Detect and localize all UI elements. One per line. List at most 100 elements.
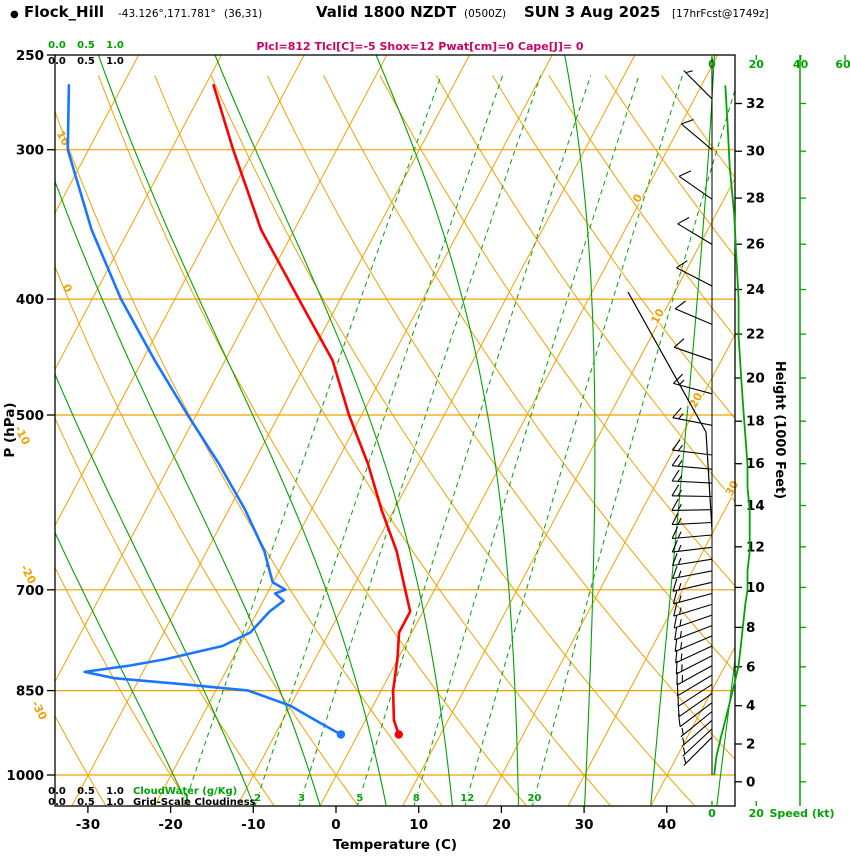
- svg-text:1.0: 1.0: [106, 786, 124, 797]
- temperature-axis-title: Temperature (C): [333, 837, 457, 853]
- svg-text:16: 16: [746, 456, 765, 472]
- isobar-lines: [55, 149, 735, 776]
- cloudwater-scale-bottom: 0.0 0.5 1.0 CloudWater (g/Kg): [48, 786, 237, 797]
- mixing-ratio-lines: [183, 75, 735, 806]
- cloudwater-scale-top: 0.0 0.5 1.0: [48, 40, 124, 51]
- temperature-curve: [212, 84, 412, 736]
- svg-text:24: 24: [746, 282, 765, 298]
- svg-text:6: 6: [746, 659, 755, 675]
- station-name: Flock_Hill: [24, 3, 105, 21]
- svg-text:1.0: 1.0: [106, 797, 124, 808]
- svg-text:-10: -10: [241, 817, 265, 833]
- svg-text:10: 10: [54, 129, 73, 149]
- params-line: Plcl=812 Tlcl[C]=-5 Shox=12 Pwat[cm]=0 C…: [256, 40, 584, 53]
- svg-text:30: 30: [723, 478, 742, 498]
- gridlines-layer: [55, 55, 735, 806]
- svg-text:0: 0: [746, 774, 755, 790]
- svg-text:4: 4: [746, 698, 755, 714]
- surface-dewpoint-dot: [336, 730, 346, 739]
- svg-text:0.5: 0.5: [77, 40, 95, 51]
- svg-text:1.0: 1.0: [106, 56, 124, 67]
- surface-temp-dot: [394, 730, 403, 739]
- upper-wind-marker-line: [627, 291, 713, 531]
- svg-text:0.0: 0.0: [48, 40, 66, 51]
- svg-text:26: 26: [746, 237, 765, 253]
- speed-axis: 0 20 40 60 0 20 Speed (kt): [708, 55, 850, 820]
- svg-text:0: 0: [708, 807, 716, 820]
- svg-text:20: 20: [749, 807, 765, 820]
- svg-text:300: 300: [16, 143, 44, 159]
- svg-text:30: 30: [746, 144, 765, 160]
- svg-text:18: 18: [746, 414, 765, 430]
- svg-text:20: 20: [492, 817, 511, 833]
- grid-point: (36,31): [224, 8, 263, 20]
- height-axis-title: Height (1000 Feet): [772, 361, 787, 499]
- svg-text:0.5: 0.5: [77, 797, 95, 808]
- svg-text:10: 10: [746, 580, 765, 596]
- dry-adiabat-labels: 100-10-20-30: [12, 129, 75, 723]
- svg-text:20: 20: [749, 58, 765, 71]
- valid-time: Valid 1800 NZDT: [316, 3, 457, 21]
- speed-profile-line: [713, 85, 751, 776]
- pressure-axis-title: P (hPa): [2, 402, 18, 457]
- svg-text:1.0: 1.0: [106, 40, 124, 51]
- pressure-axis: 250 300 400 500 700 850 1000: [6, 48, 55, 784]
- svg-text:1: 1: [183, 793, 190, 804]
- valid-utc: (0500Z): [464, 8, 507, 20]
- svg-text:0.0: 0.0: [48, 797, 66, 808]
- svg-text:400: 400: [16, 292, 44, 308]
- svg-text:700: 700: [16, 583, 44, 599]
- svg-text:40: 40: [793, 58, 809, 71]
- svg-text:14: 14: [746, 498, 765, 514]
- dewpoint-curve: [66, 84, 343, 736]
- svg-text:8: 8: [413, 793, 420, 804]
- svg-text:-30: -30: [29, 699, 50, 723]
- svg-text:-30: -30: [76, 817, 100, 833]
- svg-text:-20: -20: [158, 817, 182, 833]
- svg-text:0: 0: [630, 192, 645, 205]
- cloudiness-scale-top: 0.0 0.5 1.0: [48, 56, 124, 67]
- svg-text:10: 10: [409, 817, 428, 833]
- plot-border: [54, 54, 736, 807]
- mixing-ratio-labels: 1 2 3 5 8 12 20: [182, 792, 543, 806]
- svg-text:32: 32: [746, 96, 765, 112]
- svg-text:2: 2: [746, 737, 755, 753]
- svg-text:22: 22: [746, 327, 765, 343]
- svg-text:60: 60: [835, 58, 850, 71]
- dry-adiabat-lines: [55, 75, 735, 806]
- svg-text:30: 30: [575, 817, 594, 833]
- svg-text:40: 40: [657, 817, 676, 833]
- wind-barbs: [671, 70, 713, 766]
- valid-date: SUN 3 Aug 2025: [524, 3, 661, 21]
- svg-text:0.5: 0.5: [77, 786, 95, 797]
- svg-text:500: 500: [16, 408, 44, 424]
- speed-axis-title: Speed (kt): [769, 807, 834, 820]
- station-bullet-icon: ●: [10, 9, 19, 20]
- svg-text:28: 28: [746, 191, 765, 207]
- svg-text:0.0: 0.0: [48, 56, 66, 67]
- svg-text:12: 12: [746, 539, 765, 555]
- forecast-info: [17hrFcst@1749z]: [672, 8, 769, 20]
- svg-text:20: 20: [527, 793, 541, 804]
- station-coords: -43.126°,171.781°: [118, 8, 216, 20]
- svg-text:250: 250: [16, 48, 44, 64]
- svg-text:10: 10: [648, 306, 667, 326]
- svg-text:12: 12: [460, 793, 474, 804]
- isotherm-lines: [55, 55, 735, 806]
- svg-text:3: 3: [298, 793, 305, 804]
- svg-text:0.0: 0.0: [48, 786, 66, 797]
- svg-text:20: 20: [746, 371, 765, 387]
- moist-adiabat-lines: [55, 55, 735, 806]
- cloudwater-axis-title: CloudWater (g/Kg): [133, 786, 237, 797]
- svg-text:0: 0: [331, 817, 340, 833]
- svg-text:2: 2: [254, 793, 261, 804]
- svg-text:850: 850: [16, 684, 44, 700]
- svg-text:5: 5: [356, 793, 363, 804]
- temperature-axis: -30 -20 -10 0 10 20 30 40: [76, 806, 676, 833]
- cloudiness-scale-bottom: 0.0 0.5 1.0 Grid-Scale Cloudiness: [48, 797, 256, 808]
- svg-text:8: 8: [746, 620, 755, 636]
- svg-text:1000: 1000: [6, 768, 44, 784]
